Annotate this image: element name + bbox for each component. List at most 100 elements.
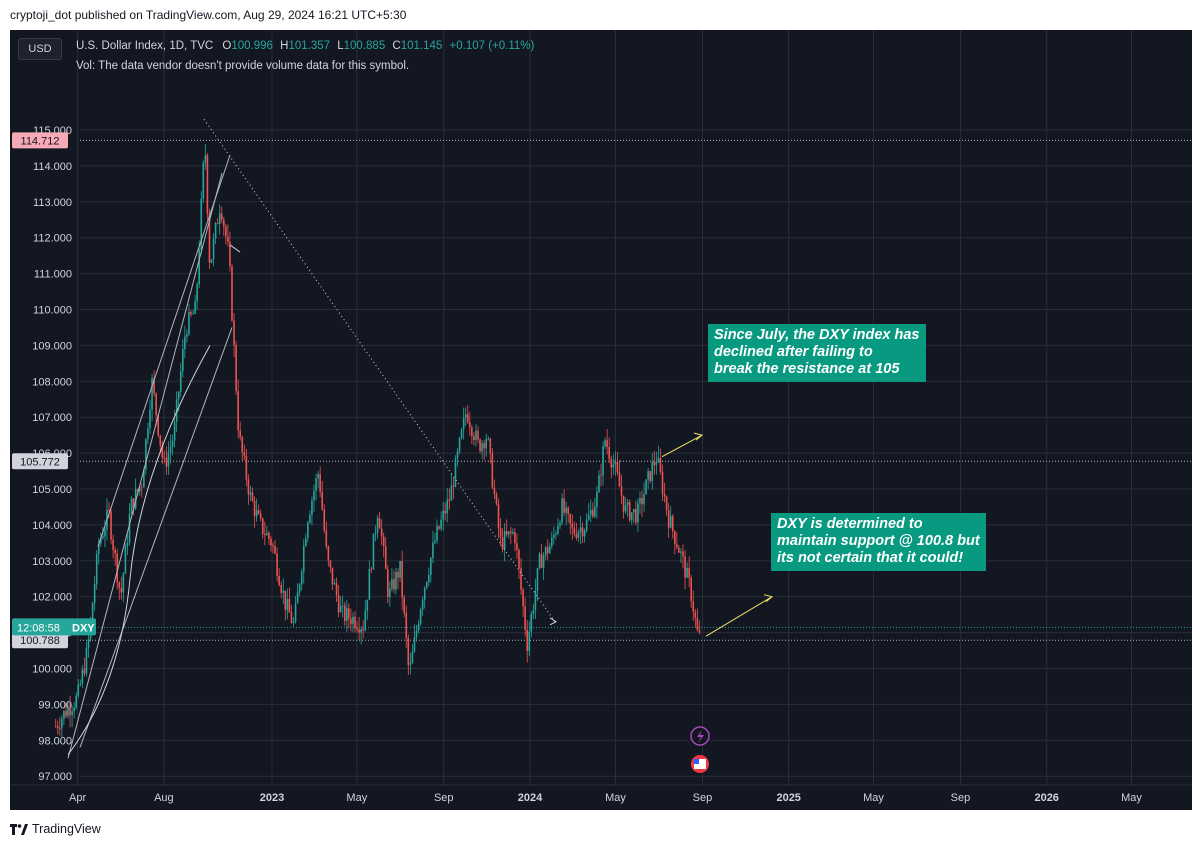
candle-body [669,516,672,528]
volume-note: Vol: The data vendor doesn't provide vol… [76,60,410,72]
chart-area[interactable]: 115.000 114.000 113.000 112.000 111.000 110.0… [10,30,1192,810]
candle-body [425,582,428,588]
candle-body [436,526,438,541]
candle-body [512,531,514,534]
candle-body [596,492,598,507]
candle-body [282,590,285,593]
x-tick-label: Apr [69,792,86,804]
candle-body [598,475,600,493]
y-tick-label: 104.000 [32,520,72,532]
candle-body [91,603,94,619]
candle-body [270,538,272,546]
candle-body [75,695,78,708]
candle-body [292,621,295,623]
candle-body [208,213,211,263]
candle-body [79,683,82,685]
candle-body [337,595,340,612]
candle-body [421,599,424,610]
y-tick-label: 105.000 [32,484,72,496]
candle-body [194,301,196,314]
candle-body [434,540,436,543]
candle-body [358,629,360,633]
candle-body [647,471,649,480]
candle-body [141,486,143,488]
candle-body [225,226,227,237]
candle-body [544,547,547,556]
candle-body [59,728,61,729]
channel-line-2 [97,154,231,547]
candle-body [518,549,520,569]
candle-body [430,557,432,575]
candle-body [606,440,608,448]
support-arrow [705,596,773,637]
candle-body [192,313,194,315]
candle-body [54,725,57,727]
support-annotation[interactable]: DXY is determined to maintain support @ … [771,513,986,571]
candle-body [575,534,578,538]
candle-body [380,528,383,537]
candle-body [479,439,481,452]
candle-body [83,669,86,674]
x-tick-label: 2026 [1034,792,1058,804]
candle-body [372,533,375,570]
candle-body [516,543,518,550]
candle-body [268,532,270,539]
y-tick-label: 107.000 [32,412,72,424]
candle-body [583,530,586,537]
candle-body [251,492,254,502]
candle-body [682,551,684,557]
candle-body [93,584,96,604]
candle-body [438,526,440,529]
flag-canton [694,759,699,764]
resistance-annotation[interactable]: Since July, the DXY index has declined a… [708,324,926,382]
candle-body [405,612,408,638]
candle-body [249,492,252,495]
candle-body [317,474,319,479]
curve-drawing [67,345,211,755]
candle-body [112,539,114,550]
candle-body [128,513,131,543]
candle-body [108,510,110,512]
price-chart[interactable]: 115.000114.000113.000112.000111.000110.0… [10,30,1192,810]
candle-body [264,534,266,536]
candle-body [169,446,172,453]
candle-body [341,605,344,607]
candle-body [538,553,541,569]
currency-button[interactable]: USD [18,38,62,60]
candle-body [655,461,658,466]
candle-body [143,469,145,488]
candle-body [114,549,116,554]
candle-body [514,531,516,544]
candle-body [397,572,399,578]
candle-body [302,545,305,572]
candle-body [684,556,686,578]
candle-body [67,707,69,717]
candle-body [286,598,289,610]
candle-body [546,547,549,554]
candle-body [87,639,90,648]
candle-body [466,414,469,423]
candle-body [124,546,127,574]
x-tick-label: Sep [951,792,971,804]
candle-body [548,546,551,554]
candle-body [635,509,637,523]
candle-body [536,568,539,591]
candle-body [665,496,668,511]
countdown-timer: 12:08:58 [17,622,60,634]
candle-body [157,415,160,436]
x-tick-label: Aug [154,792,174,804]
candle-body [499,528,502,538]
candle-body [579,527,582,532]
candle-body [184,336,186,350]
candle-body [643,494,645,505]
candle-body [565,507,567,513]
candle-body [104,529,106,537]
candle-body [188,311,190,335]
candle-body [503,531,506,550]
y-tick-label: 108.000 [32,376,72,388]
candle-body [384,546,387,570]
candle-body [475,430,477,440]
candle-body [464,414,467,418]
open-label: O [222,40,232,52]
flag-field [694,759,706,769]
